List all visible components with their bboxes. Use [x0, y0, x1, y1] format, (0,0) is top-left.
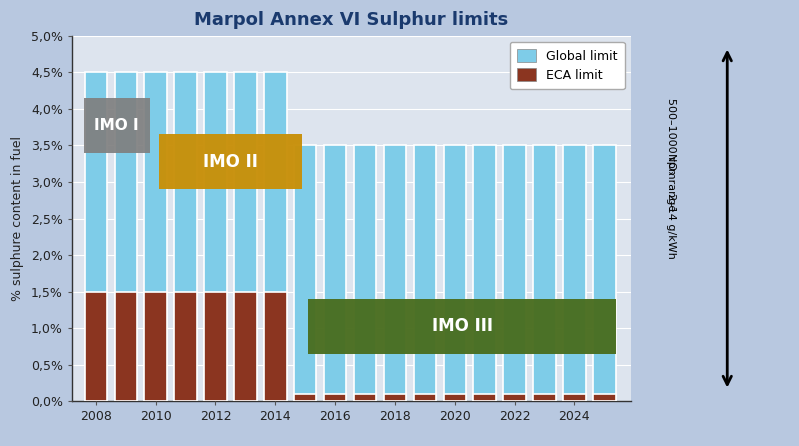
Bar — [324, 394, 346, 401]
Bar — [533, 145, 555, 401]
Bar — [474, 145, 496, 401]
Bar — [414, 145, 436, 401]
Legend: Global limit, ECA limit: Global limit, ECA limit — [510, 42, 625, 89]
Bar — [384, 394, 406, 401]
Bar — [384, 145, 406, 401]
Bar — [264, 292, 287, 401]
Bar — [205, 72, 227, 401]
Text: IMO I: IMO I — [94, 118, 139, 133]
Text: IMO II: IMO II — [203, 153, 258, 171]
Bar — [308, 299, 616, 354]
Bar — [354, 394, 376, 401]
Bar — [443, 145, 466, 401]
Bar — [159, 134, 302, 189]
Bar — [84, 98, 149, 153]
Bar — [114, 292, 137, 401]
Bar — [414, 394, 436, 401]
Bar — [145, 72, 167, 401]
Bar — [234, 292, 256, 401]
Text: 2–14 g/kWh: 2–14 g/kWh — [666, 193, 676, 259]
Bar — [503, 394, 526, 401]
Title: Marpol Annex VI Sulphur limits: Marpol Annex VI Sulphur limits — [194, 11, 509, 29]
Bar — [593, 145, 615, 401]
Bar — [85, 292, 107, 401]
Bar — [563, 145, 586, 401]
Bar — [474, 394, 496, 401]
Text: 500–1000 rpm: 500–1000 rpm — [666, 98, 676, 178]
Y-axis label: % sulphure content in fuel: % sulphure content in fuel — [11, 136, 24, 301]
Bar — [443, 394, 466, 401]
Bar — [145, 292, 167, 401]
Bar — [593, 394, 615, 401]
Bar — [563, 394, 586, 401]
Bar — [205, 292, 227, 401]
Bar — [114, 72, 137, 401]
Text: IMO III: IMO III — [431, 318, 493, 335]
Bar — [324, 145, 346, 401]
Bar — [294, 394, 316, 401]
Bar — [354, 145, 376, 401]
Bar — [533, 394, 555, 401]
Bar — [234, 72, 256, 401]
Bar — [85, 72, 107, 401]
Bar — [174, 292, 197, 401]
Bar — [174, 72, 197, 401]
Bar — [294, 145, 316, 401]
Bar — [264, 72, 287, 401]
Text: NOₓ range: NOₓ range — [666, 153, 676, 211]
Bar — [503, 145, 526, 401]
